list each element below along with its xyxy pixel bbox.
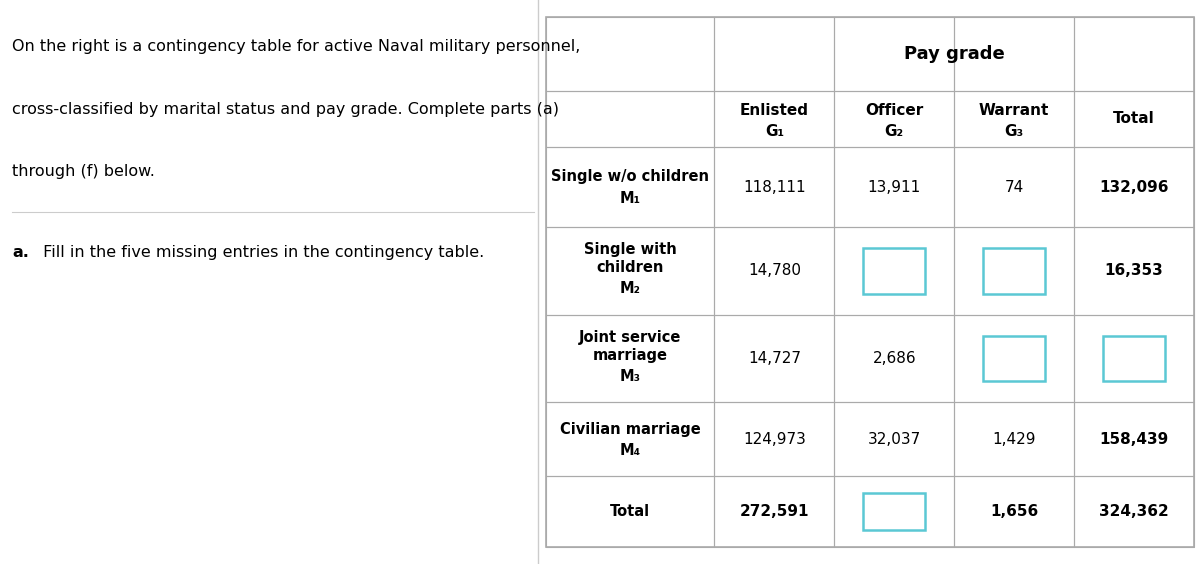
Text: Fill in the five missing entries in the contingency table.: Fill in the five missing entries in the … [38, 245, 485, 261]
Text: M₄: M₄ [619, 443, 641, 458]
Text: 14,780: 14,780 [748, 263, 800, 278]
Text: 124,973: 124,973 [743, 432, 806, 447]
Bar [546, 403, 714, 476]
Bar [714, 403, 834, 476]
Bar [1074, 227, 1194, 315]
Text: Pay grade: Pay grade [904, 45, 1004, 63]
Bar [714, 91, 834, 147]
Bar [834, 147, 954, 227]
Text: 158,439: 158,439 [1099, 432, 1169, 447]
Bar [546, 476, 714, 547]
Text: 272,591: 272,591 [739, 504, 809, 519]
Bar [546, 227, 714, 315]
Bar [546, 17, 714, 91]
Text: G₃: G₃ [1004, 124, 1024, 139]
Text: 324,362: 324,362 [1099, 504, 1169, 519]
Text: 132,096: 132,096 [1099, 179, 1169, 195]
Text: Officer: Officer [865, 103, 924, 118]
Bar [1074, 476, 1194, 547]
Bar [546, 17, 1194, 547]
Bar [834, 476, 954, 547]
Text: a.: a. [12, 245, 29, 261]
Text: 13,911: 13,911 [868, 179, 920, 195]
Bar [546, 91, 714, 147]
Text: 1,656: 1,656 [990, 504, 1038, 519]
Bar [1074, 315, 1194, 403]
Text: 32,037: 32,037 [868, 432, 920, 447]
Text: through (f) below.: through (f) below. [12, 164, 155, 179]
Text: 14,727: 14,727 [748, 351, 800, 366]
Bar [863, 248, 925, 293]
Bar [954, 315, 1074, 403]
Text: 74: 74 [1004, 179, 1024, 195]
Text: marriage: marriage [593, 348, 667, 363]
Text: children: children [596, 261, 664, 275]
Text: 2,686: 2,686 [872, 351, 916, 366]
Text: Single w/o children: Single w/o children [551, 169, 709, 184]
Bar [546, 315, 714, 403]
Bar [714, 227, 834, 315]
Text: 16,353: 16,353 [1105, 263, 1164, 278]
Text: M₁: M₁ [619, 191, 641, 206]
Text: cross-classified by marital status and pay grade. Complete parts (a): cross-classified by marital status and p… [12, 102, 559, 117]
Bar [954, 227, 1074, 315]
Bar [1103, 336, 1165, 381]
Text: Enlisted: Enlisted [740, 103, 809, 118]
Bar [863, 493, 925, 530]
Bar [714, 17, 834, 91]
Bar [954, 147, 1074, 227]
Bar [714, 147, 834, 227]
Bar [983, 336, 1045, 381]
Text: Total: Total [610, 504, 650, 519]
Bar [1074, 91, 1194, 147]
Bar [714, 315, 834, 403]
Text: Total: Total [1114, 112, 1154, 126]
Bar [1074, 17, 1194, 91]
Bar [954, 476, 1074, 547]
Bar [983, 248, 1045, 293]
Text: G₁: G₁ [764, 124, 784, 139]
Text: Civilian marriage: Civilian marriage [560, 422, 701, 437]
Bar [954, 91, 1074, 147]
Bar [834, 91, 954, 147]
Bar [954, 403, 1074, 476]
Bar [834, 227, 954, 315]
Bar [546, 147, 714, 227]
Bar [1074, 403, 1194, 476]
Text: 118,111: 118,111 [743, 179, 805, 195]
Text: Single with: Single with [584, 242, 677, 257]
Bar [714, 476, 834, 547]
Bar [834, 315, 954, 403]
Text: On the right is a contingency table for active Naval military personnel,: On the right is a contingency table for … [12, 39, 581, 55]
Bar [834, 17, 954, 91]
Text: G₂: G₂ [884, 124, 904, 139]
Text: M₂: M₂ [619, 281, 641, 296]
Bar [1074, 147, 1194, 227]
Text: Warrant: Warrant [979, 103, 1049, 118]
Text: Joint service: Joint service [580, 329, 682, 345]
Text: M₃: M₃ [619, 369, 641, 384]
Text: 1,429: 1,429 [992, 432, 1036, 447]
Bar [954, 17, 1074, 91]
Bar [834, 403, 954, 476]
